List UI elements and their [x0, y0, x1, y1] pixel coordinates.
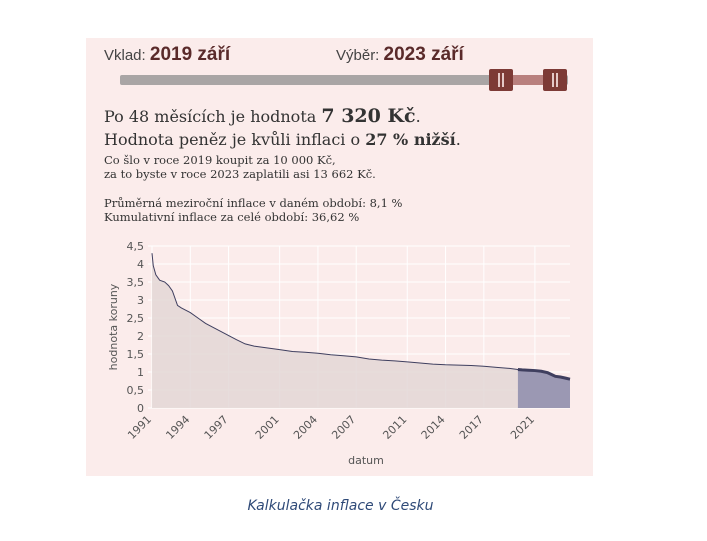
result-value-line: Po 48 měsících je hodnota 7 320 Kč. [104, 105, 421, 127]
x-tick-label: 2021 [508, 413, 537, 442]
inflation-calculator-panel: Vklad: 2019 září Výběr: 2023 září Po 48 … [86, 38, 593, 476]
end-slider-handle[interactable] [543, 69, 567, 91]
end-label: Výběr: [336, 47, 380, 64]
cumulative-inflation-line: Kumulativní inflace za celé období: 36,6… [104, 210, 360, 224]
x-tick-label: 1994 [163, 413, 192, 442]
result-line-3: Co šlo v roce 2019 koupit za 10 000 Kč, [104, 153, 336, 167]
inflation-chart: 0 0,5 1 1,5 2 2,5 3 3,5 4 4,5 1991 1994 1997 2001 2004… [107, 240, 571, 467]
x-tick-label: 2004 [291, 413, 320, 442]
start-value: 2019 září [149, 44, 231, 65]
selected-range-bar [500, 75, 556, 85]
y-tick-label: 4 [137, 258, 144, 271]
figure-caption: Kalkulačka inflace v Česku [247, 498, 434, 514]
start-date-selector[interactable]: Vklad: 2019 září [104, 44, 230, 66]
y-tick-label: 2 [137, 330, 144, 343]
average-inflation-line: Průměrná meziroční inflace v daném obdob… [104, 196, 403, 210]
y-tick-label: 1 [137, 366, 144, 379]
y-tick-label: 4,5 [127, 240, 145, 253]
start-slider-handle[interactable] [489, 69, 513, 91]
y-tick-label: 3,5 [127, 276, 145, 289]
x-tick-label: 2001 [253, 413, 282, 442]
x-tick-label: 1991 [125, 413, 154, 442]
x-tick-label: 1997 [202, 413, 231, 442]
x-tick-label: 2011 [380, 413, 409, 442]
series-area [152, 253, 570, 408]
x-tick-label: 2017 [457, 413, 486, 442]
selected-period-area [517, 369, 570, 408]
result-percent: 27 % nižší [365, 130, 456, 149]
date-range-slider[interactable] [120, 75, 568, 85]
y-tick-label: 1,5 [127, 348, 145, 361]
result-line-4: za to byste v roce 2023 zaplatili asi 13… [104, 167, 376, 181]
x-tick-label: 2014 [419, 413, 448, 442]
y-tick-label: 0,5 [127, 384, 145, 397]
result-amount: 7 320 Kč [321, 105, 416, 127]
y-tick-label: 3 [137, 294, 144, 307]
start-label: Vklad: [104, 47, 146, 64]
x-axis-title: datum [348, 454, 384, 467]
selected-series-line [517, 367, 571, 381]
end-value: 2023 září [383, 44, 464, 65]
result-percent-line: Hodnota peněz je kvůli inflaci o 27 % ni… [104, 130, 461, 149]
x-tick-label: 2007 [329, 413, 358, 442]
y-axis-title: hodnota koruny [107, 283, 120, 370]
end-date-selector[interactable]: Výběr: 2023 září [336, 44, 464, 66]
y-tick-label: 0 [137, 402, 144, 415]
y-tick-label: 2,5 [127, 312, 145, 325]
